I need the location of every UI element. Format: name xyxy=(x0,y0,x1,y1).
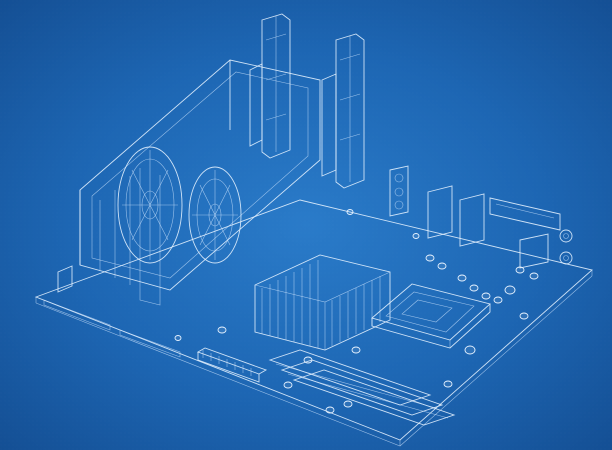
memory-slots xyxy=(268,349,456,426)
pci-bracket-right xyxy=(321,33,365,189)
rear-io-panel xyxy=(389,165,573,269)
fan-small xyxy=(188,166,242,264)
power-connector xyxy=(196,347,268,383)
cpu-socket xyxy=(371,283,491,349)
board-outline xyxy=(34,199,593,447)
heatsink xyxy=(254,254,391,351)
pci-bracket-left xyxy=(249,13,291,159)
expansion-slot xyxy=(43,265,181,358)
gpu-cage xyxy=(79,59,321,306)
capacitors xyxy=(174,209,539,414)
fan-large xyxy=(117,146,183,264)
